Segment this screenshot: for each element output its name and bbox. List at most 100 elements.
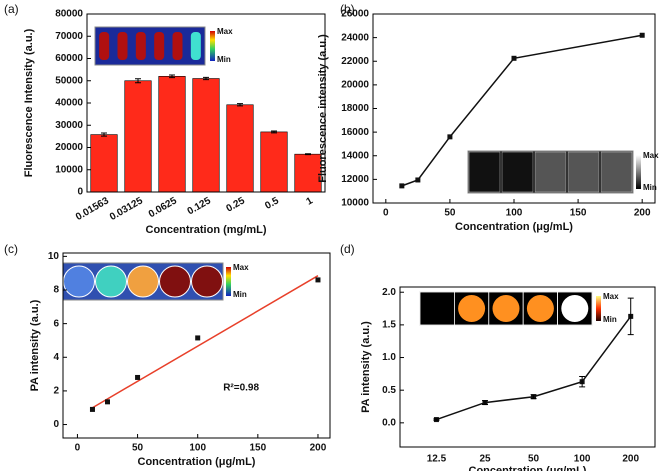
y-tick-label: 8 (53, 285, 59, 296)
inset-tile (600, 151, 633, 193)
colorbar-label: Min (217, 55, 231, 64)
annotation: R²=0.98 (223, 383, 259, 394)
x-axis-label: Concentration (μg/mL) (469, 465, 587, 471)
x-axis-label: Concentration (μg/mL) (455, 221, 573, 233)
x-tick-label: 200 (622, 454, 639, 465)
marker (105, 399, 110, 405)
marker (399, 183, 405, 189)
y-tick-label: 0.0 (382, 417, 396, 428)
inset-well (191, 265, 223, 298)
panel-label: (b) (340, 2, 355, 16)
colorbar-label: Max (603, 292, 619, 301)
inset-tile (468, 151, 501, 193)
colorbar-label: Max (217, 27, 233, 36)
y-tick-label: 26000 (341, 9, 369, 20)
y-tick-label: 0.5 (382, 385, 396, 396)
inset-tube (117, 32, 128, 60)
error-bar (433, 418, 440, 421)
inset-spot (492, 295, 520, 322)
marker (89, 406, 95, 412)
error-bar (237, 103, 243, 107)
x-tick-label: 1 (305, 195, 316, 208)
x-tick-label: 25 (479, 454, 491, 465)
error-bar (135, 78, 141, 84)
y-tick-label: 1.0 (382, 352, 396, 363)
colorbar-label: Min (643, 183, 657, 192)
marker (195, 335, 201, 341)
error-bar (169, 74, 175, 79)
marker (511, 55, 517, 61)
bar (192, 78, 220, 193)
line (436, 315, 632, 421)
inset-tube (190, 32, 201, 60)
x-tick-label: 12.5 (427, 454, 447, 465)
inset-spot (458, 295, 486, 322)
y-tick-label: 0 (77, 187, 83, 198)
panel-label: (c) (4, 242, 18, 256)
y-axis-label: Fluorescence Intensity (a.u.) (23, 28, 35, 177)
inset-tube (172, 32, 183, 60)
x-tick-label: 150 (249, 443, 266, 454)
colorbar (226, 267, 231, 296)
bar (226, 104, 254, 193)
y-tick-label: 14000 (341, 150, 369, 161)
y-axis-label: Fluorescence intensity (a.u.) (317, 34, 329, 183)
y-tick-label: 18000 (341, 103, 369, 114)
fit-line (92, 275, 319, 409)
bar (294, 153, 322, 193)
error-bar (579, 375, 586, 388)
plot-frame (86, 13, 326, 193)
y-tick-label: 10000 (55, 164, 83, 175)
inset-tile (534, 151, 567, 193)
inset-well (127, 265, 159, 298)
y-tick-label: 10 (48, 251, 60, 262)
x-tick-label: 0.0625 (147, 195, 179, 220)
inset-spot (526, 295, 554, 322)
x-axis-label: Concentration (mg/mL) (146, 224, 267, 236)
colorbar (210, 31, 215, 61)
y-tick-label: 50000 (55, 75, 83, 86)
plot-frame (62, 252, 331, 439)
colorbar (636, 155, 641, 189)
y-tick-label: 0 (53, 419, 59, 430)
inset-tube (99, 32, 110, 60)
y-tick-label: 16000 (341, 127, 369, 138)
y-tick-label: 30000 (55, 120, 83, 131)
y-axis-label: PA intensity (a.u.) (29, 299, 41, 391)
inset-tile (567, 151, 600, 193)
panel-label: (a) (4, 2, 19, 16)
y-tick-label: 40000 (55, 98, 83, 109)
y-tick-label: 20000 (55, 142, 83, 153)
colorbar-label: Min (233, 290, 247, 299)
inset-spot (561, 295, 589, 322)
error-bar (271, 130, 277, 134)
bar (158, 76, 186, 193)
y-tick-label: 2 (53, 386, 59, 397)
inset-well (63, 265, 95, 298)
x-tick-label: 50 (444, 208, 456, 219)
y-tick-label: 12000 (341, 174, 369, 185)
x-tick-label: 200 (310, 443, 327, 454)
error-bar (101, 132, 107, 137)
error-bar (530, 394, 537, 400)
y-tick-label: 80000 (55, 9, 83, 20)
error-bar (627, 297, 634, 336)
x-tick-label: 0 (75, 443, 81, 454)
y-tick-label: 20000 (341, 80, 369, 91)
x-tick-label: 150 (570, 208, 587, 219)
y-axis-label: PA intensity (a.u.) (360, 321, 372, 413)
plot-frame (399, 286, 656, 448)
inset-tube (154, 32, 165, 60)
colorbar-label: Min (603, 315, 617, 324)
y-tick-label: 22000 (341, 56, 369, 67)
x-tick-label: 100 (189, 443, 206, 454)
marker (135, 374, 141, 380)
x-tick-label: 50 (132, 443, 144, 454)
error-bar (305, 153, 311, 156)
x-tick-label: 100 (574, 454, 591, 465)
error-bar (482, 400, 488, 406)
bar (90, 134, 118, 193)
y-tick-label: 4 (53, 352, 59, 363)
inset-tube (135, 32, 146, 60)
y-tick-label: 6 (53, 318, 59, 329)
